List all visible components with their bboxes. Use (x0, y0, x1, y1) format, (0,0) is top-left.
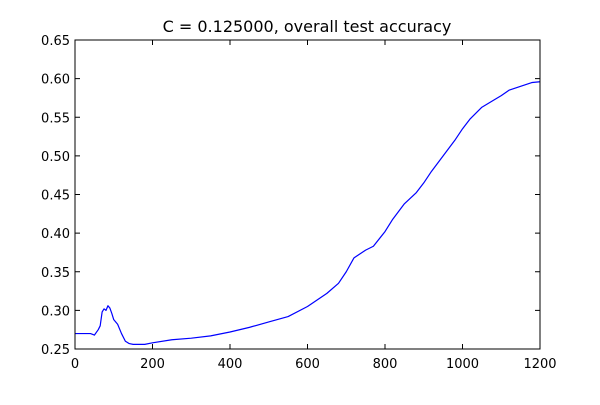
axes-frame (74, 39, 541, 350)
axes: 0 200 400 600 800 1000 1200 0.25 0.30 0.35 0.40 0.4… (41, 34, 557, 372)
chart-title: C = 0.125000, overall test accuracy (163, 17, 452, 36)
x-tick-label: 400 (218, 357, 243, 372)
x-tick-label: 0 (71, 357, 79, 372)
y-tick-label: 0.40 (41, 227, 70, 242)
x-tick-label: 1000 (446, 357, 479, 372)
y-tick-label: 0.55 (41, 111, 70, 126)
y-tick-label: 0.45 (41, 189, 70, 204)
x-tick-label: 600 (295, 357, 320, 372)
y-tick-label: 0.60 (41, 73, 70, 88)
y-tick-label: 0.25 (41, 343, 70, 358)
x-tick-label: 800 (373, 357, 398, 372)
x-tick-label: 1200 (523, 357, 556, 372)
y-tick-label: 0.30 (41, 304, 70, 319)
x-tick-label: 200 (140, 357, 165, 372)
y-tick-label: 0.50 (41, 150, 70, 165)
plot-area (75, 81, 541, 345)
y-tick-label: 0.65 (41, 34, 70, 49)
series-line-0 (75, 81, 541, 345)
y-tick-label: 0.35 (41, 266, 70, 281)
